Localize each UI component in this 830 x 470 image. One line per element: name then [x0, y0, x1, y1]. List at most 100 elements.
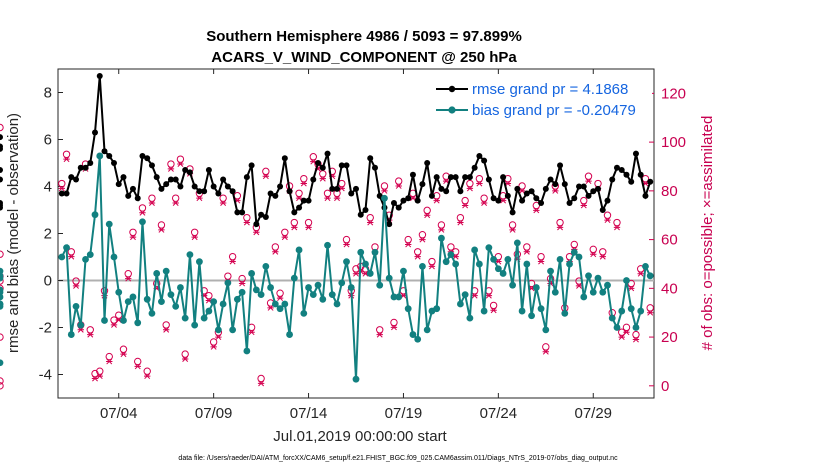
obs-possible-marker	[209, 338, 218, 346]
bias-point	[262, 263, 270, 270]
obs-possible-marker	[290, 218, 299, 227]
obs-assimilated-marker	[134, 363, 141, 370]
rmse-point	[400, 197, 407, 204]
chart-title-line1: Southern Hemisphere 4986 / 5093 = 97.899…	[206, 28, 522, 45]
rmse-point	[367, 155, 374, 162]
bias-point	[309, 291, 317, 298]
rmse-point	[348, 190, 355, 197]
y-tick-label-left: 8	[44, 85, 52, 102]
rmse-point	[604, 197, 611, 204]
rmse-point	[87, 160, 94, 166]
y-tick-label-left: -4	[39, 367, 52, 384]
bias-point	[352, 375, 360, 383]
rmse-point	[324, 150, 331, 157]
obs-possible-marker	[0, 382, 4, 390]
rmse-point	[92, 129, 99, 136]
bias-point	[243, 347, 251, 355]
bias-point	[414, 335, 422, 343]
obs-assimilated-marker	[376, 331, 383, 338]
obs-possible-marker	[584, 172, 593, 180]
obs-possible-marker	[456, 213, 465, 222]
rmse-point	[443, 188, 450, 195]
obs-assimilated-marker	[419, 236, 426, 243]
bias-point	[120, 317, 127, 324]
obs-possible-marker	[300, 174, 308, 183]
bias-point	[575, 253, 583, 261]
obs-possible-marker	[281, 228, 289, 236]
obs-assimilated-marker	[58, 185, 65, 192]
obs-possible-marker	[342, 235, 351, 244]
obs-assimilated-marker	[580, 202, 587, 209]
bias-point	[362, 260, 369, 268]
bias-point	[63, 244, 70, 252]
obs-assimilated-marker	[276, 295, 284, 302]
legend-box	[430, 77, 652, 121]
bias-point	[233, 295, 241, 303]
obs-possible-marker	[129, 228, 137, 236]
rmse-point	[557, 162, 564, 169]
bias-point	[238, 288, 246, 296]
bias-point	[623, 277, 630, 284]
rmse-point	[485, 176, 492, 183]
rmse-point	[215, 190, 222, 197]
y-tick-label-right: 40	[661, 280, 678, 297]
bias-point	[513, 239, 521, 247]
bias-point	[343, 258, 350, 266]
y-axis-label-right: # of obs: o=possible; ×=assimilated	[699, 116, 716, 351]
bias-point	[490, 255, 498, 263]
x-tick-label: 07/24	[480, 405, 518, 422]
obs-possible-marker	[489, 301, 498, 310]
bias-point	[148, 310, 156, 317]
rmse-point	[371, 164, 378, 171]
obs-possible-marker	[190, 228, 199, 236]
obs-possible-marker	[570, 240, 578, 249]
obs-assimilated-marker	[343, 241, 350, 248]
bias-point	[485, 244, 493, 252]
obs-possible-marker	[148, 194, 156, 202]
bias-point	[556, 255, 564, 263]
bias-point	[129, 293, 137, 301]
obs-possible-marker	[295, 189, 303, 197]
bias-point	[594, 274, 602, 282]
bias-point	[115, 288, 123, 296]
obs-assimilated-marker	[542, 348, 550, 355]
bias-point	[252, 286, 260, 294]
rmse-point	[623, 171, 630, 178]
legend-rmse-label: rmse grand pr = 4.1868	[472, 81, 628, 98]
bias-point	[276, 305, 284, 313]
bias-point	[124, 298, 132, 306]
bias-point	[347, 284, 355, 291]
rmse-point	[277, 183, 284, 190]
rmse-point	[0, 143, 3, 150]
obs-possible-marker	[466, 179, 474, 188]
bias-point	[637, 307, 645, 315]
bias-point	[224, 279, 232, 287]
obs-assimilated-marker	[537, 258, 545, 265]
bias-point	[324, 241, 331, 249]
obs-assimilated-marker	[471, 292, 478, 299]
rmse-point	[500, 174, 507, 181]
rmse-point	[210, 183, 217, 190]
rmse-point	[618, 167, 625, 174]
y-tick-label-left: 2	[44, 226, 52, 243]
obs-possible-marker	[632, 330, 640, 339]
y-tick-label-left: 4	[44, 179, 52, 196]
rmse-point	[315, 160, 322, 166]
rmse-point	[243, 174, 250, 181]
y-tick-label-right: 20	[661, 329, 678, 346]
rmse-point	[357, 211, 364, 218]
rmse-point	[585, 192, 592, 199]
obs-possible-marker	[523, 243, 531, 251]
bias-point	[642, 263, 649, 270]
obs-assimilated-marker	[305, 224, 312, 231]
rmse-point	[452, 174, 459, 181]
obs-possible-marker	[418, 231, 427, 239]
y-tick-label-right: 80	[661, 183, 678, 200]
obs-assimilated-marker	[272, 248, 279, 255]
rmse-point	[177, 183, 184, 190]
rmse-point	[613, 164, 620, 171]
obs-possible-marker	[0, 123, 4, 132]
rmse-point	[220, 176, 227, 183]
bias-point	[210, 298, 218, 306]
rmse-point	[158, 185, 165, 192]
